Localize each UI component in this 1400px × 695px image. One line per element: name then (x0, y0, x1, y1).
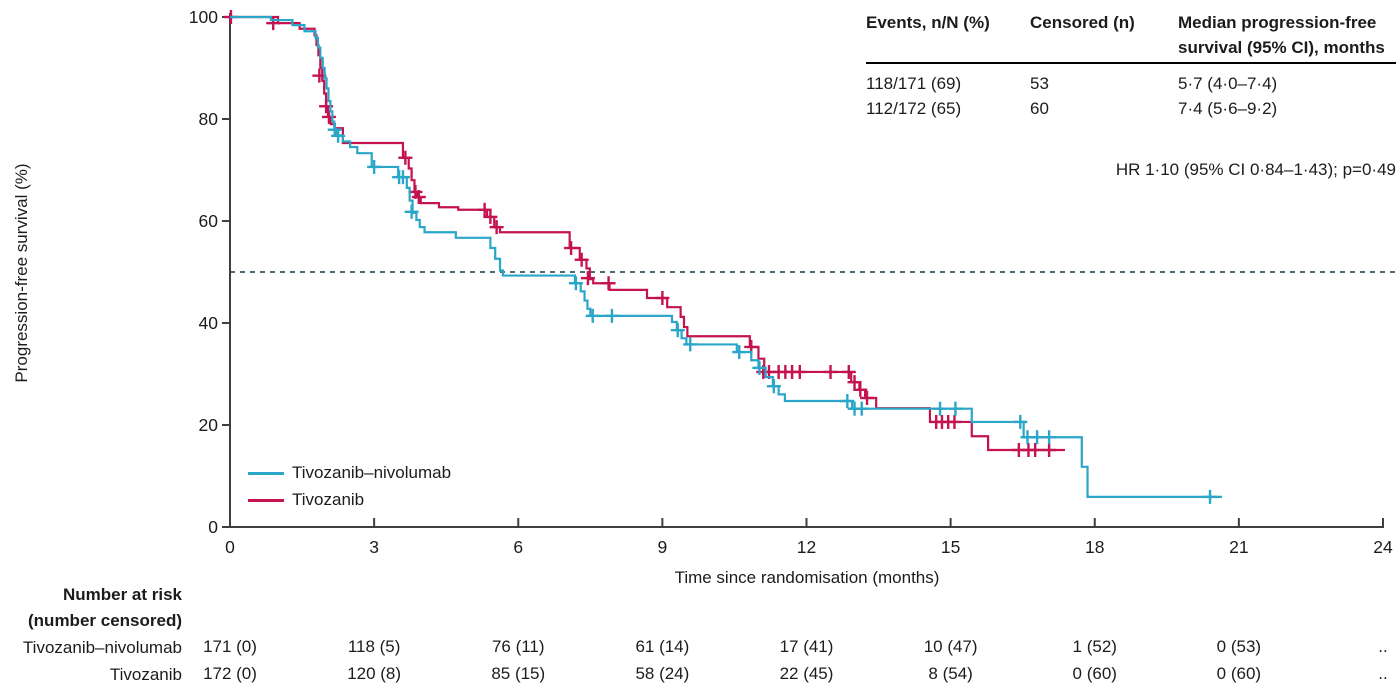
median-pfs-header: Median progression-free survival (95% CI… (1178, 13, 1385, 57)
x-tick-label: 12 (797, 537, 816, 557)
risk-cell: 22 (45) (780, 664, 834, 683)
risk-cell: 0 (53) (1217, 637, 1261, 656)
risk-cell: 58 (24) (635, 664, 689, 683)
x-tick-label: 0 (225, 537, 235, 557)
risk-cell: 17 (41) (780, 637, 834, 656)
x-tick-label: 18 (1085, 537, 1104, 557)
y-tick-label: 20 (199, 415, 219, 435)
y-tick-label: 80 (199, 109, 219, 129)
risk-cell: 0 (60) (1217, 664, 1261, 683)
risk-cell: 172 (0) (203, 664, 257, 683)
risk-cell: 10 (47) (924, 637, 978, 656)
risk-cell: .. (1378, 664, 1387, 683)
y-tick-label: 0 (208, 517, 218, 537)
events-cell: 118/171 (69) (866, 74, 962, 93)
legend-swatch-tivozanib-nivolumab (248, 472, 284, 475)
x-tick-label: 21 (1229, 537, 1248, 557)
censored-cell: 53 (1030, 74, 1049, 93)
risk-cell: 1 (52) (1073, 637, 1117, 656)
censored-cell: 60 (1030, 99, 1049, 118)
km-curve-tivozanib-nivolumab (230, 15, 1223, 499)
risk-cell: 0 (60) (1073, 664, 1117, 683)
legend-label-tivozanib-nivolumab: Tivozanib–nivolumab (292, 463, 452, 482)
median-pfs-cell: 7·4 (5·6–9·2) (1178, 99, 1278, 118)
risk-cell: 76 (11) (492, 637, 545, 656)
risk-cell: 118 (5) (348, 637, 401, 656)
median-pfs-cell: 5·7 (4·0–7·4) (1178, 74, 1278, 93)
x-tick-label: 6 (513, 537, 523, 557)
y-axis-title: Progression-free survival (%) (12, 163, 31, 383)
x-tick-label: 9 (658, 537, 668, 557)
risk-row-label-tivozanib: Tivozanib (109, 665, 182, 684)
censor-marks-tivozanib-nivolumab (327, 122, 1218, 504)
events-table-rule (866, 62, 1396, 64)
legend-label-tivozanib: Tivozanib (292, 490, 365, 509)
x-axis-title: Time since randomisation (months) (674, 568, 940, 587)
risk-cell: 120 (8) (347, 664, 401, 683)
y-tick-label: 100 (189, 7, 218, 27)
risk-table-header-line1: Number at risk (62, 585, 182, 604)
events-cell: 112/172 (65) (866, 99, 962, 118)
events-header: Events, n/N (%) (866, 13, 990, 32)
x-tick-label: 3 (369, 537, 379, 557)
y-tick-label: 60 (199, 211, 219, 231)
risk-cell: 85 (15) (491, 664, 545, 683)
risk-row-label-tivozanib-nivolumab: Tivozanib–nivolumab (22, 638, 182, 657)
legend-swatch-tivozanib (248, 499, 284, 502)
risk-table-header-line2: (number censored) (28, 611, 182, 630)
risk-cell: 61 (14) (635, 637, 689, 656)
x-tick-label: 15 (941, 537, 960, 557)
risk-cell: 8 (54) (928, 664, 972, 683)
risk-cell: 171 (0) (203, 637, 257, 656)
risk-cell: .. (1378, 637, 1387, 656)
x-tick-label: 24 (1373, 537, 1393, 557)
censored-header: Censored (n) (1030, 13, 1135, 32)
hazard-ratio-annotation: HR 1·10 (95% CI 0·84–1·43); p=0·49 (1115, 160, 1396, 179)
y-tick-label: 40 (199, 313, 219, 333)
